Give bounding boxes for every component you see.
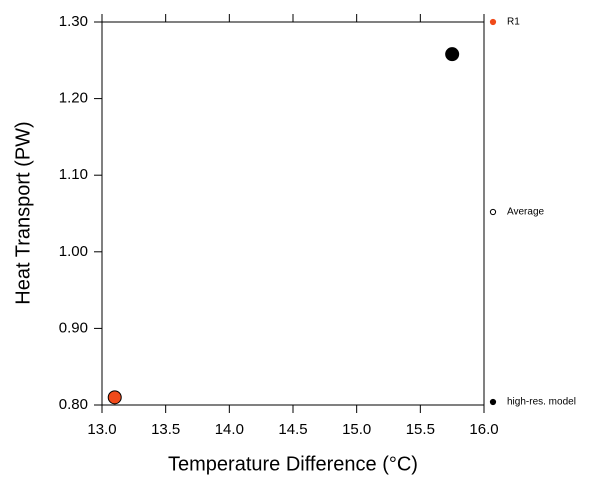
y-tick-label: 0.90 (59, 319, 88, 336)
y-tick-label: 1.20 (59, 90, 88, 107)
x-axis-label: Temperature Difference (°C) (168, 453, 418, 475)
x-tick-label: 14.5 (278, 421, 307, 438)
data-point (445, 47, 460, 62)
legend-label: high-res. model (507, 397, 576, 408)
x-tick-label: 13.5 (151, 421, 180, 438)
legend-label: R1 (507, 17, 520, 28)
legend-marker (489, 208, 497, 216)
plot-frame (101, 21, 485, 406)
x-tick-label: 15.5 (406, 421, 435, 438)
x-tick-label: 16.0 (469, 421, 498, 438)
legend-label: Average (507, 207, 545, 218)
x-tick-label: 13.0 (87, 421, 116, 438)
y-tick-label: 1.10 (59, 166, 88, 183)
y-tick-label: 1.30 (59, 13, 88, 30)
y-tick-label: 0.80 (59, 396, 88, 413)
data-point (107, 390, 122, 405)
y-axis-label: Heat Transport (PW) (12, 121, 34, 304)
legend-marker (489, 398, 497, 406)
legend-marker (489, 18, 497, 26)
x-tick-label: 14.0 (215, 421, 244, 438)
y-tick-label: 1.00 (59, 243, 88, 260)
x-tick-label: 15.0 (342, 421, 371, 438)
